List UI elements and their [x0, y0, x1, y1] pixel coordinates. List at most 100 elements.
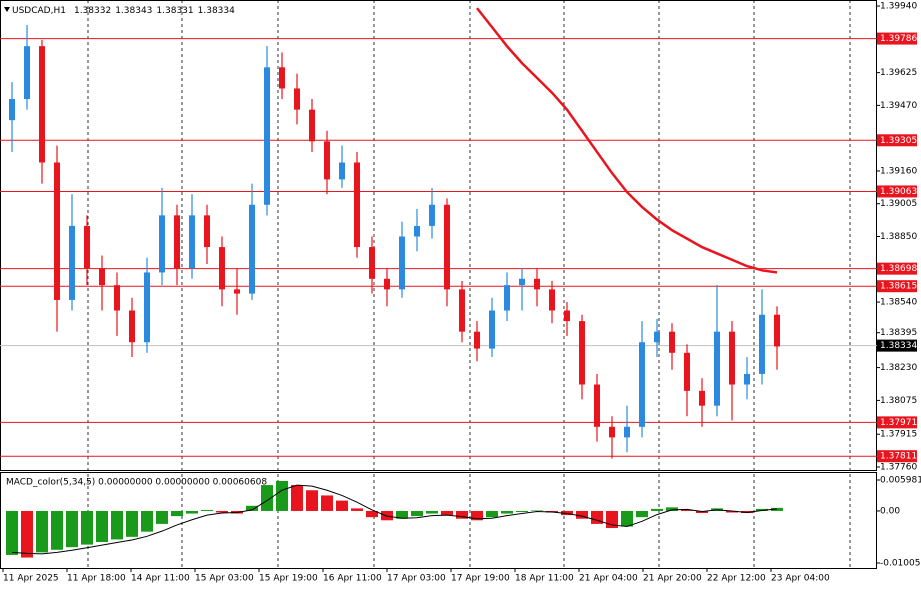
- candle-body: [504, 285, 510, 311]
- ohlc-value: 1.38334: [198, 6, 235, 16]
- macd-bar: [216, 510, 228, 513]
- macd-bar: [51, 510, 63, 550]
- candle-body: [264, 67, 270, 205]
- ohlc-value: 1.38332: [74, 6, 111, 16]
- macd-bar: [276, 480, 288, 511]
- candle-body: [354, 162, 360, 248]
- candle-body: [384, 278, 390, 290]
- macd-bar: [336, 500, 348, 511]
- candle-body: [84, 225, 90, 269]
- macd-bar: [246, 505, 258, 511]
- y-tick-label: 1.39625: [880, 68, 917, 78]
- macd-bar: [171, 510, 183, 517]
- macd-bar: [471, 510, 483, 521]
- level-label-box: [877, 416, 917, 429]
- level-label-box: [877, 134, 917, 147]
- candle-body: [249, 204, 255, 294]
- level-label: 1.38698: [880, 264, 917, 274]
- macd-bar: [126, 510, 138, 537]
- candle-body: [654, 331, 660, 343]
- macd-bar: [426, 510, 438, 514]
- y-tick-label: 1.38540: [880, 298, 917, 308]
- level-label: 1.37811: [880, 452, 917, 462]
- x-tick-label: 17 Apr 19:00: [451, 574, 510, 584]
- macd-bar: [21, 510, 33, 558]
- macd-bar: [666, 507, 678, 511]
- candle-body: [489, 310, 495, 349]
- macd-y-tick-label: 0.00: [880, 506, 900, 516]
- candle-body: [54, 162, 60, 300]
- x-tick-label: 18 Apr 11:00: [515, 574, 574, 584]
- macd-bar: [96, 510, 108, 543]
- macd-bar: [636, 510, 648, 518]
- level-label-box: [877, 32, 917, 45]
- candle-body: [639, 342, 645, 427]
- y-tick-label: 1.37760: [880, 463, 917, 473]
- candle-body: [474, 331, 480, 349]
- y-tick-label: 1.38230: [880, 363, 917, 373]
- candles: [9, 7, 780, 459]
- x-tick-label: 17 Apr 03:00: [387, 574, 446, 584]
- macd-bar: [651, 508, 663, 511]
- macd-bar: [756, 508, 768, 511]
- candle-body: [594, 384, 600, 427]
- macd-y-tick-label: 0.0059817: [880, 476, 921, 486]
- candle-body: [9, 99, 15, 121]
- macd-bar: [621, 510, 633, 527]
- x-tick-label: 15 Apr 19:00: [259, 574, 318, 584]
- candle-body: [324, 141, 330, 180]
- macd-bar: [531, 510, 543, 511]
- candle-body: [159, 215, 165, 273]
- macd-bar: [456, 510, 468, 519]
- y-tick-label: 1.38075: [880, 396, 917, 406]
- candle-body: [204, 215, 210, 248]
- candle-body: [369, 247, 375, 279]
- candle-body: [414, 225, 420, 237]
- x-tick-label: 11 Apr 2025: [3, 574, 59, 584]
- macd-bar: [411, 510, 423, 517]
- macd-bar: [141, 510, 153, 532]
- y-tick-label: 1.38850: [880, 232, 917, 242]
- candle-body: [669, 331, 675, 353]
- ohlc-value: 1.38331: [156, 6, 193, 16]
- y-tick-label: 1.39160: [880, 166, 917, 176]
- candle-body: [759, 314, 765, 374]
- macd-bar: [6, 510, 18, 555]
- moving-average: [476, 7, 778, 274]
- candle-body: [519, 278, 525, 286]
- level-label: 1.39305: [880, 136, 917, 146]
- macd-y-tick-label: -0.0100528: [880, 559, 921, 569]
- candle-body: [294, 88, 300, 110]
- x-tick-label: 23 Apr 04:00: [771, 574, 830, 584]
- macd-bar: [36, 510, 48, 553]
- level-label-box: [877, 280, 917, 293]
- header-arrow: [4, 7, 10, 12]
- macd-bar: [681, 509, 693, 511]
- candle-body: [444, 204, 450, 290]
- candle-body: [684, 352, 690, 391]
- macd-bar: [771, 507, 783, 511]
- y-tick-label: 1.38395: [880, 328, 917, 338]
- candle-body: [549, 289, 555, 311]
- level-label: 1.38615: [880, 282, 917, 292]
- macd-bar: [201, 509, 213, 511]
- current-price-label: 1.38334: [880, 341, 917, 351]
- macd-bar: [396, 510, 408, 519]
- candle-body: [339, 162, 345, 180]
- candle-body: [69, 225, 75, 300]
- x-tick-label: 16 Apr 11:00: [323, 574, 382, 584]
- macd-bar: [111, 510, 123, 540]
- macd-bar: [321, 495, 333, 511]
- candle-body: [144, 272, 150, 343]
- level-label: 1.39786: [880, 34, 917, 44]
- x-tick-label: 21 Apr 04:00: [579, 574, 638, 584]
- x-tick-label: 14 Apr 11:00: [131, 574, 190, 584]
- candle-body: [399, 236, 405, 290]
- level-label: 1.39063: [880, 187, 917, 197]
- y-tick-label: 1.39940: [880, 2, 917, 12]
- x-tick-label: 21 Apr 20:00: [643, 574, 702, 584]
- macd-bar: [486, 510, 498, 518]
- candle-body: [189, 215, 195, 269]
